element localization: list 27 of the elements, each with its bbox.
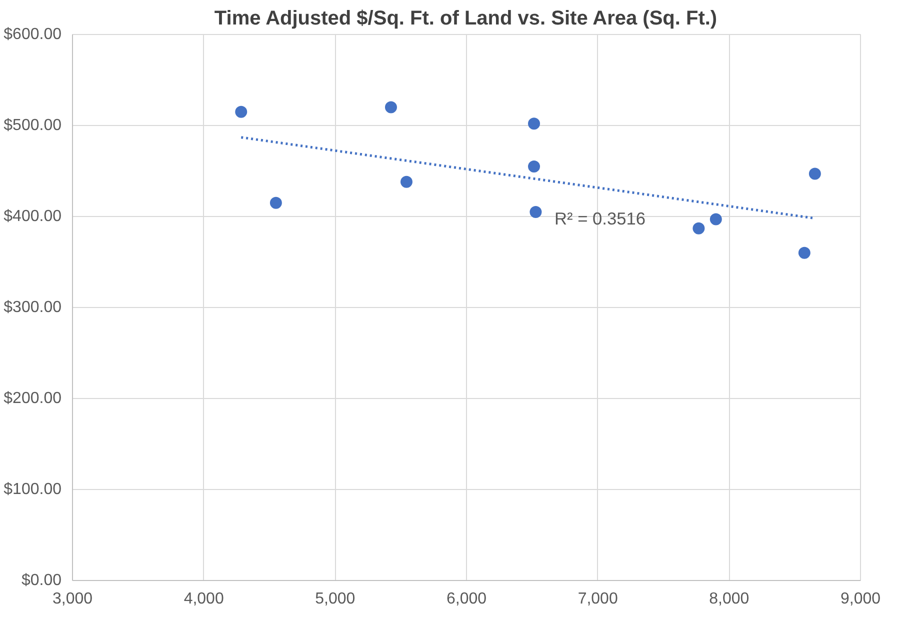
point xyxy=(235,106,248,118)
y-tick-label: $0.00 xyxy=(21,572,62,589)
point xyxy=(400,176,412,188)
point xyxy=(528,118,540,130)
x-tick-label: 7,000 xyxy=(578,590,618,608)
point xyxy=(530,206,542,218)
y-tick-label: $300.00 xyxy=(4,299,62,316)
y-tick-label: $400.00 xyxy=(4,208,62,225)
x-tick-label: 4,000 xyxy=(184,590,224,608)
x-tick-label: 5,000 xyxy=(315,590,356,608)
x-tick-label: 9,000 xyxy=(840,590,881,608)
point xyxy=(692,222,705,234)
point xyxy=(798,246,810,259)
x-tick-label: 6,000 xyxy=(446,590,487,608)
point xyxy=(384,101,397,114)
point xyxy=(710,213,722,226)
chart-title: Time Adjusted $/Sq. Ft. of Land vs. Site Area (Sq. Ft.) xyxy=(214,8,718,30)
y-tick-label: $100.00 xyxy=(4,481,62,498)
y-tick-label: $200.00 xyxy=(4,390,62,407)
point xyxy=(808,168,821,180)
y-tick-label: $600.00 xyxy=(4,26,62,43)
x-tick-label: 3,000 xyxy=(52,590,93,608)
point xyxy=(528,160,540,172)
y-tick-label: $500.00 xyxy=(4,117,62,134)
x-tick-label: 8,000 xyxy=(709,590,750,608)
point xyxy=(270,196,282,209)
annotation: R² = 0.3516 xyxy=(554,208,646,228)
